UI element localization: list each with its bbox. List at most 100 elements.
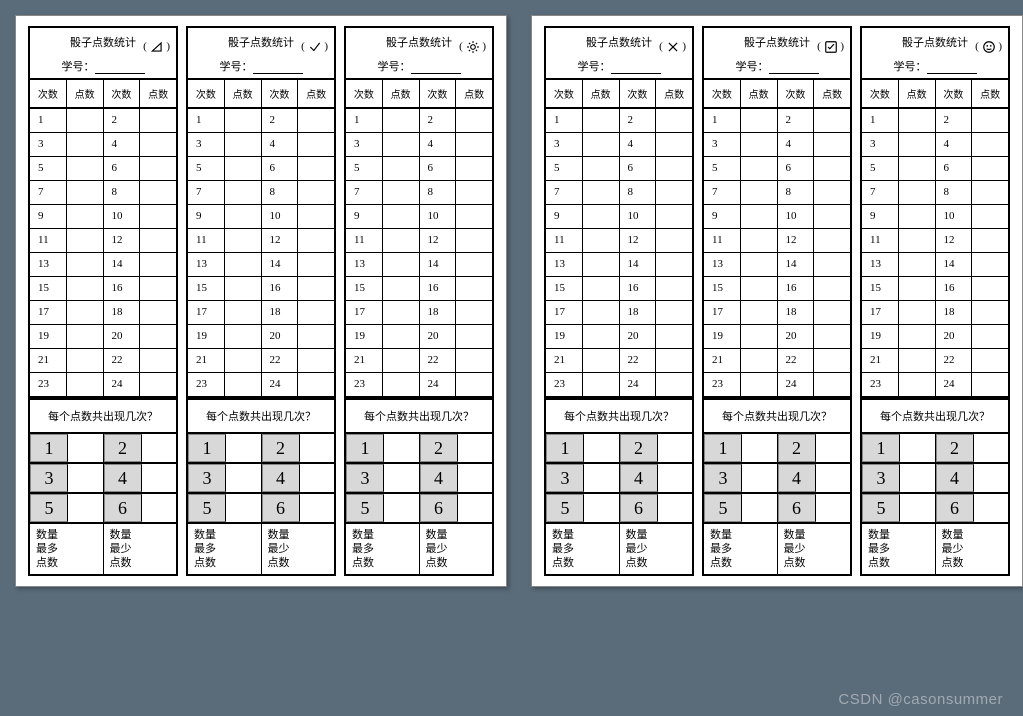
summary-row: 数量最多点数数量最少点数 xyxy=(30,524,176,574)
table-row: 2324 xyxy=(704,373,850,396)
cell: 22 xyxy=(936,349,973,372)
table-row: 910 xyxy=(704,205,850,229)
col-header: 点数 xyxy=(67,80,104,107)
summary-row: 数量最多点数数量最少点数 xyxy=(546,524,692,574)
cell xyxy=(899,277,936,300)
cell: 7 xyxy=(704,181,741,204)
cell: 17 xyxy=(188,301,225,324)
tally-slip: 骰子点数统计( )学号：次数点数次数点数12345678910111213141… xyxy=(28,26,178,576)
cell: 20 xyxy=(778,325,815,348)
cell: 3 xyxy=(30,133,67,156)
min-count-label: 数量最少点数 xyxy=(104,524,177,574)
cell xyxy=(67,325,104,348)
table-row: 12 xyxy=(546,109,692,133)
tally-slip: 骰子点数统计( )学号：次数点数次数点数12345678910111213141… xyxy=(344,26,494,576)
pip-row: 12 xyxy=(346,434,492,464)
cell: 3 xyxy=(546,133,583,156)
cell: 2 xyxy=(420,109,457,132)
pip-row: 34 xyxy=(30,464,176,494)
pip-blank xyxy=(816,434,851,462)
cell: 12 xyxy=(104,229,141,252)
cell: 5 xyxy=(30,157,67,180)
cell: 7 xyxy=(862,181,899,204)
cell xyxy=(225,205,262,228)
cell xyxy=(456,253,492,276)
cell: 5 xyxy=(188,157,225,180)
cell: 15 xyxy=(30,277,67,300)
max-count-label: 数量最多点数 xyxy=(704,524,778,574)
pip-cell: 2 xyxy=(262,434,335,462)
student-id-line: 学号： xyxy=(194,58,328,74)
cell xyxy=(814,349,850,372)
pip-row: 56 xyxy=(546,494,692,524)
cell xyxy=(656,229,692,252)
cell: 8 xyxy=(262,181,299,204)
col-header: 点数 xyxy=(140,80,176,107)
cell: 20 xyxy=(936,325,973,348)
pip-blank xyxy=(974,494,1009,522)
cell xyxy=(67,301,104,324)
cell: 15 xyxy=(862,277,899,300)
cell xyxy=(225,349,262,372)
table-row: 34 xyxy=(704,133,850,157)
cell: 6 xyxy=(262,157,299,180)
cell xyxy=(741,229,778,252)
cell xyxy=(298,205,334,228)
pip-cell: 1 xyxy=(188,434,262,462)
pip-blank xyxy=(742,434,777,462)
cell: 20 xyxy=(620,325,657,348)
cell xyxy=(814,205,850,228)
cell: 5 xyxy=(346,157,383,180)
table-row: 56 xyxy=(30,157,176,181)
pip-cell: 1 xyxy=(704,434,778,462)
table-row: 2324 xyxy=(188,373,334,396)
min-count-label: 数量最少点数 xyxy=(620,524,693,574)
cell xyxy=(67,181,104,204)
cell xyxy=(972,109,1008,132)
cell xyxy=(972,301,1008,324)
cell xyxy=(67,349,104,372)
pip-number: 2 xyxy=(104,434,142,462)
pip-row: 34 xyxy=(188,464,334,494)
cell: 9 xyxy=(704,205,741,228)
pip-cell: 6 xyxy=(104,494,177,522)
tally-rows: 123456789101112131415161718192021222324 xyxy=(546,109,692,396)
cell: 6 xyxy=(420,157,457,180)
table-row: 1718 xyxy=(30,301,176,325)
pip-number: 4 xyxy=(620,464,658,492)
cell: 23 xyxy=(546,373,583,396)
pip-number: 2 xyxy=(262,434,300,462)
cell: 12 xyxy=(420,229,457,252)
cell xyxy=(656,157,692,180)
pip-number: 6 xyxy=(420,494,458,522)
pip-blank xyxy=(458,464,493,492)
cell: 23 xyxy=(704,373,741,396)
slip-header: 骰子点数统计( )学号： xyxy=(30,28,176,80)
table-row: 78 xyxy=(704,181,850,205)
cell: 24 xyxy=(262,373,299,396)
cell: 19 xyxy=(704,325,741,348)
table-row: 1920 xyxy=(346,325,492,349)
pip-blank xyxy=(384,434,419,462)
table-row: 1516 xyxy=(704,277,850,301)
cell: 11 xyxy=(546,229,583,252)
col-header: 次数 xyxy=(620,80,657,107)
pip-cell: 4 xyxy=(262,464,335,492)
cell xyxy=(741,349,778,372)
pip-cell: 5 xyxy=(862,494,936,522)
cell xyxy=(583,133,620,156)
pip-number: 6 xyxy=(104,494,142,522)
cell: 8 xyxy=(420,181,457,204)
pip-number: 4 xyxy=(262,464,300,492)
slip-header: 骰子点数统计( )学号： xyxy=(546,28,692,80)
cell xyxy=(972,133,1008,156)
pip-blank xyxy=(300,464,335,492)
cell xyxy=(225,181,262,204)
cell: 8 xyxy=(936,181,973,204)
cell: 17 xyxy=(346,301,383,324)
cell xyxy=(225,301,262,324)
table-row: 1920 xyxy=(546,325,692,349)
pip-cell: 5 xyxy=(546,494,620,522)
cell: 2 xyxy=(262,109,299,132)
pip-grid: 123456 xyxy=(704,434,850,524)
